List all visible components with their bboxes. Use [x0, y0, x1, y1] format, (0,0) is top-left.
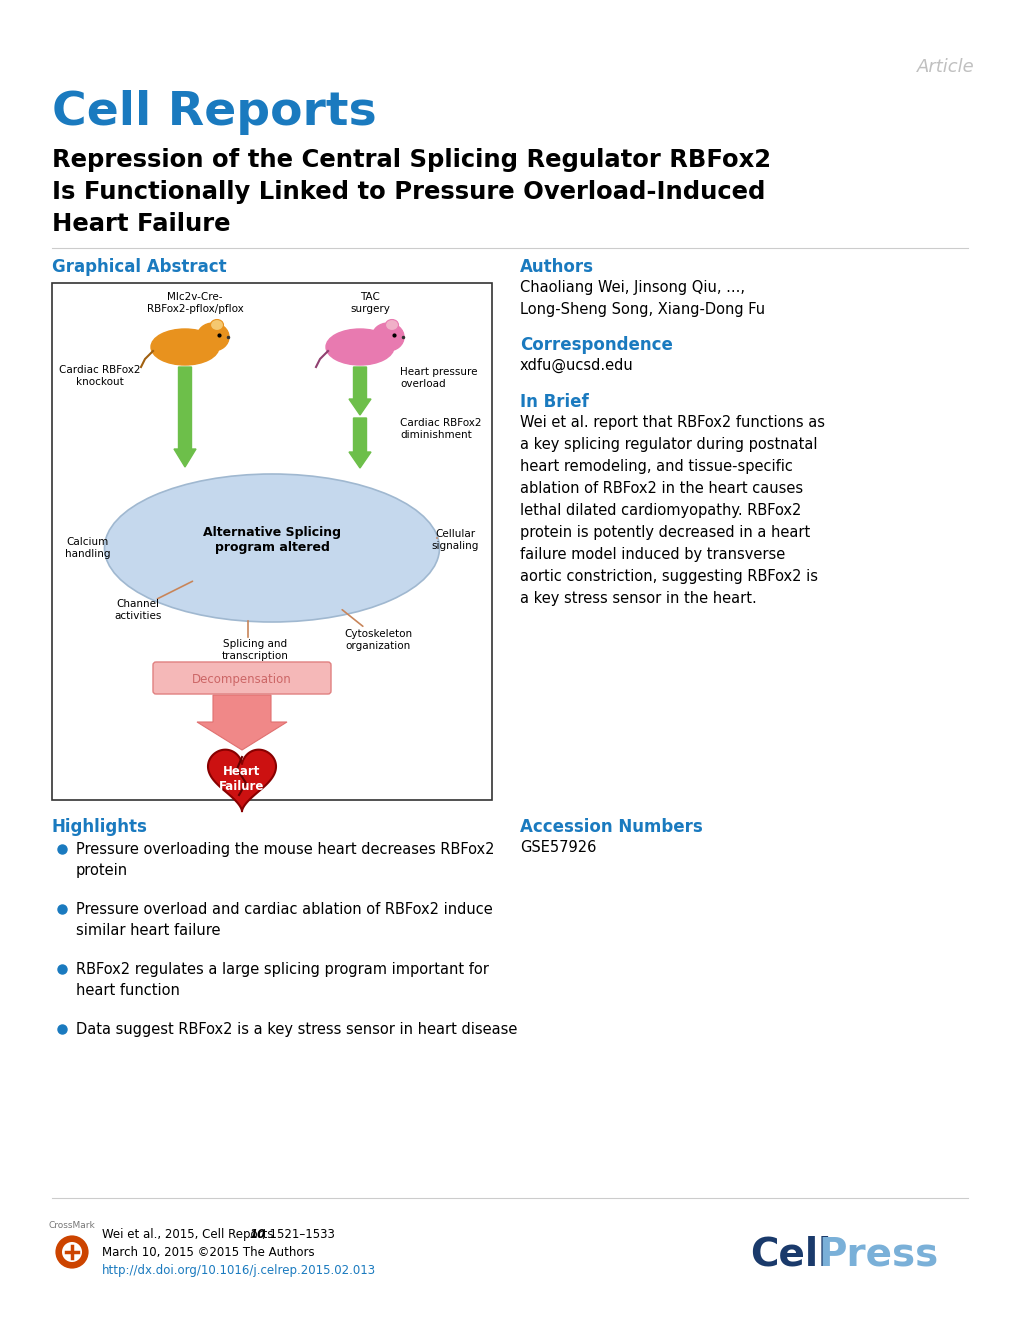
Bar	[52, 283, 491, 800]
Text: RBFox2 regulates a large splicing program important for
heart function: RBFox2 regulates a large splicing progra…	[76, 963, 488, 998]
Text: Article: Article	[916, 58, 974, 75]
Text: Decompensation: Decompensation	[192, 673, 291, 686]
Text: TAC
surgery: TAC surgery	[350, 293, 389, 314]
Text: Calcium
handling: Calcium handling	[65, 538, 111, 559]
Ellipse shape	[197, 323, 229, 351]
Text: Repression of the Central Splicing Regulator RBFox2: Repression of the Central Splicing Regul…	[52, 148, 770, 172]
Text: Cell: Cell	[749, 1237, 830, 1274]
FancyArrow shape	[174, 367, 196, 467]
Text: Pressure overloading the mouse heart decreases RBFox2
protein: Pressure overloading the mouse heart dec…	[76, 842, 494, 878]
Text: CrossMark: CrossMark	[49, 1221, 96, 1230]
Text: Wei et al., 2015, Cell Reports: Wei et al., 2015, Cell Reports	[102, 1227, 277, 1241]
Text: Pressure overload and cardiac ablation of RBFox2 induce
similar heart failure: Pressure overload and cardiac ablation o…	[76, 902, 492, 937]
FancyArrow shape	[348, 418, 371, 467]
Text: Accession Numbers: Accession Numbers	[520, 818, 702, 835]
Text: Splicing and
transcription: Splicing and transcription	[221, 639, 288, 661]
Ellipse shape	[210, 319, 223, 331]
Text: Cytoskeleton
organization: Cytoskeleton organization	[343, 629, 412, 651]
Text: Alternative Splicing
program altered: Alternative Splicing program altered	[203, 526, 340, 553]
Circle shape	[62, 1242, 82, 1262]
Text: Cardiac RBFox2
knockout: Cardiac RBFox2 knockout	[59, 365, 141, 387]
Text: http://dx.doi.org/10.1016/j.celrep.2015.02.013: http://dx.doi.org/10.1016/j.celrep.2015.…	[102, 1264, 376, 1278]
Text: Cardiac RBFox2
diminishment: Cardiac RBFox2 diminishment	[399, 418, 481, 440]
Circle shape	[54, 1234, 90, 1270]
Text: Is Functionally Linked to Pressure Overload-Induced: Is Functionally Linked to Pressure Overl…	[52, 180, 764, 204]
Text: xdfu@ucsd.edu: xdfu@ucsd.edu	[520, 357, 633, 373]
Text: March 10, 2015 ©2015 The Authors: March 10, 2015 ©2015 The Authors	[102, 1246, 314, 1259]
Text: Wei et al. report that RBFox2 functions as
a key splicing regulator during postn: Wei et al. report that RBFox2 functions …	[520, 414, 824, 605]
Text: Chaoliang Wei, Jinsong Qiu, ...,
Long-Sheng Song, Xiang-Dong Fu: Chaoliang Wei, Jinsong Qiu, ..., Long-Sh…	[520, 279, 764, 316]
Text: In Brief: In Brief	[520, 393, 588, 410]
FancyArrow shape	[348, 367, 371, 414]
Text: GSE57926: GSE57926	[520, 839, 596, 855]
Text: Graphical Abstract: Graphical Abstract	[52, 258, 226, 275]
Text: Data suggest RBFox2 is a key stress sensor in heart disease: Data suggest RBFox2 is a key stress sens…	[76, 1022, 517, 1037]
Text: Cell Reports: Cell Reports	[52, 90, 376, 135]
Text: , 1521–1533: , 1521–1533	[262, 1227, 334, 1241]
Text: Channel
activities: Channel activities	[114, 600, 162, 621]
FancyArrow shape	[197, 695, 286, 749]
Text: 10: 10	[250, 1227, 266, 1241]
Text: Heart
Failure: Heart Failure	[219, 765, 264, 793]
Ellipse shape	[385, 319, 398, 331]
Text: Mlc2v-Cre-
RBFox2-pflox/pflox: Mlc2v-Cre- RBFox2-pflox/pflox	[147, 293, 244, 314]
Text: Heart Failure: Heart Failure	[52, 212, 230, 236]
Polygon shape	[208, 749, 276, 812]
Ellipse shape	[372, 323, 404, 351]
Ellipse shape	[151, 328, 219, 365]
Text: Heart pressure
overload: Heart pressure overload	[399, 367, 477, 389]
Text: Highlights: Highlights	[52, 818, 148, 835]
Text: Correspondence: Correspondence	[520, 336, 673, 354]
Text: Cellular
signaling: Cellular signaling	[431, 530, 478, 551]
FancyBboxPatch shape	[153, 662, 331, 694]
Ellipse shape	[326, 328, 393, 365]
Text: Authors: Authors	[520, 258, 593, 275]
Text: Press: Press	[817, 1237, 937, 1274]
Ellipse shape	[104, 474, 439, 622]
